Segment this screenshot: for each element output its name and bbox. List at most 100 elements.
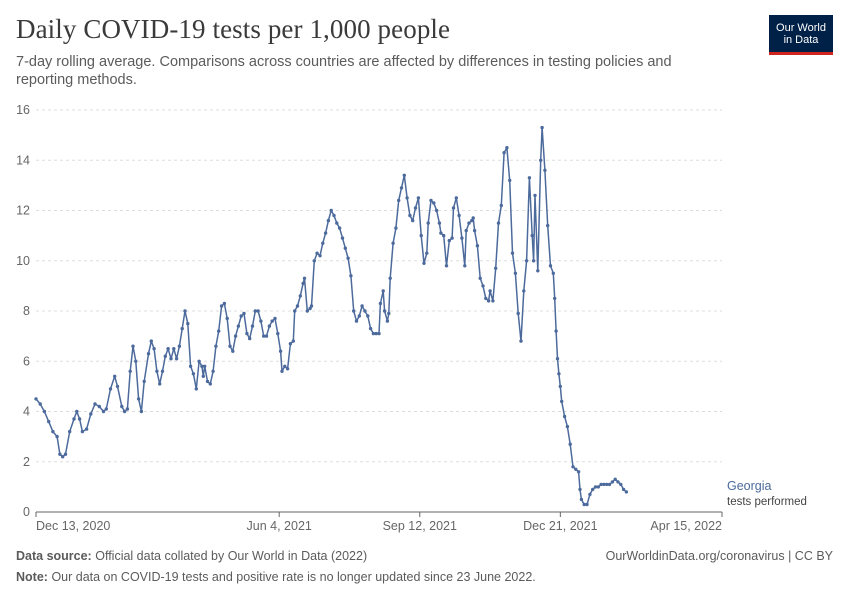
data-point[interactable] — [432, 201, 436, 205]
data-point[interactable] — [457, 213, 461, 218]
data-point[interactable] — [80, 429, 85, 434]
data-point[interactable] — [253, 309, 257, 313]
data-point[interactable] — [68, 429, 72, 434]
data-point[interactable] — [599, 482, 603, 487]
data-point[interactable] — [460, 236, 464, 240]
source-url-link[interactable]: OurWorldinData.org/coronavirus | CC BY — [605, 549, 833, 563]
data-point[interactable] — [75, 409, 79, 414]
data-point[interactable] — [222, 301, 227, 306]
data-point[interactable] — [360, 304, 364, 308]
data-point[interactable] — [136, 397, 141, 401]
data-point[interactable] — [579, 497, 584, 502]
data-point[interactable] — [391, 241, 395, 245]
data-point[interactable] — [166, 347, 170, 351]
data-point[interactable] — [576, 470, 581, 474]
data-point[interactable] — [543, 168, 547, 172]
data-point[interactable] — [454, 196, 458, 200]
data-point[interactable] — [113, 374, 117, 378]
data-point[interactable] — [139, 409, 144, 414]
data-point[interactable] — [188, 364, 193, 368]
data-point[interactable] — [508, 178, 512, 183]
data-point[interactable] — [142, 379, 146, 384]
data-point[interactable] — [426, 221, 430, 225]
data-point[interactable] — [551, 271, 555, 275]
data-point[interactable] — [61, 455, 65, 459]
data-point[interactable] — [245, 331, 249, 336]
data-point[interactable] — [602, 482, 606, 487]
data-point[interactable] — [411, 218, 415, 223]
data-point[interactable] — [605, 482, 609, 487]
data-point[interactable] — [374, 331, 378, 336]
data-point[interactable] — [405, 196, 409, 200]
data-point[interactable] — [305, 309, 309, 313]
data-point[interactable] — [444, 264, 449, 268]
data-point[interactable] — [527, 176, 532, 180]
data-point[interactable] — [486, 299, 491, 303]
data-point[interactable] — [329, 208, 333, 213]
data-point[interactable] — [180, 326, 184, 331]
data-point[interactable] — [607, 482, 612, 487]
data-point[interactable] — [301, 281, 305, 286]
data-point[interactable] — [93, 402, 97, 406]
data-point[interactable] — [471, 216, 475, 220]
data-point[interactable] — [259, 319, 263, 323]
data-point[interactable] — [467, 221, 471, 225]
data-point[interactable] — [236, 324, 241, 328]
data-point[interactable] — [558, 384, 562, 389]
data-point[interactable] — [201, 374, 205, 378]
data-point[interactable] — [225, 316, 229, 321]
data-point[interactable] — [399, 186, 404, 190]
data-point[interactable] — [349, 274, 353, 278]
data-point[interactable] — [248, 336, 252, 341]
data-point[interactable] — [323, 231, 328, 235]
data-point[interactable] — [47, 419, 51, 424]
data-point[interactable] — [491, 299, 495, 303]
data-point[interactable] — [524, 259, 529, 263]
data-point[interactable] — [146, 352, 151, 356]
data-point[interactable] — [262, 334, 266, 338]
data-point[interactable] — [288, 342, 293, 346]
data-point[interactable] — [596, 485, 600, 489]
data-point[interactable] — [203, 364, 207, 368]
data-point[interactable] — [270, 319, 274, 323]
data-point[interactable] — [285, 367, 290, 371]
data-point[interactable] — [264, 334, 269, 338]
data-point[interactable] — [610, 480, 615, 484]
data-point[interactable] — [58, 452, 62, 456]
data-point[interactable] — [437, 221, 442, 225]
data-point[interactable] — [394, 226, 398, 230]
data-point[interactable] — [582, 502, 586, 507]
data-point[interactable] — [163, 354, 167, 358]
series-line-georgia[interactable] — [35, 126, 627, 506]
data-point[interactable] — [337, 226, 342, 230]
data-point[interactable] — [539, 158, 543, 162]
data-point[interactable] — [397, 198, 401, 203]
data-point[interactable] — [214, 344, 218, 348]
data-point[interactable] — [613, 477, 617, 481]
data-point[interactable] — [619, 482, 623, 487]
data-point[interactable] — [502, 151, 506, 155]
data-point[interactable] — [233, 334, 238, 338]
data-point[interactable] — [183, 309, 187, 313]
data-point[interactable] — [381, 289, 385, 293]
data-point[interactable] — [312, 259, 316, 263]
data-point[interactable] — [352, 309, 356, 313]
data-point[interactable] — [593, 485, 598, 489]
data-point[interactable] — [451, 206, 456, 210]
data-point[interactable] — [478, 276, 482, 280]
data-point[interactable] — [484, 296, 488, 301]
data-point[interactable] — [217, 329, 221, 333]
series-label-name[interactable]: Georgia — [727, 479, 772, 493]
data-point[interactable] — [335, 221, 339, 225]
data-point[interactable] — [34, 397, 38, 401]
data-point[interactable] — [205, 379, 210, 384]
data-point[interactable] — [191, 372, 196, 376]
data-point[interactable] — [295, 304, 300, 308]
data-point[interactable] — [419, 233, 423, 238]
data-point[interactable] — [72, 417, 76, 421]
data-point[interactable] — [464, 228, 468, 233]
data-point[interactable] — [510, 251, 515, 255]
data-point[interactable] — [343, 246, 347, 250]
data-point[interactable] — [169, 357, 173, 361]
data-point[interactable] — [588, 492, 592, 497]
